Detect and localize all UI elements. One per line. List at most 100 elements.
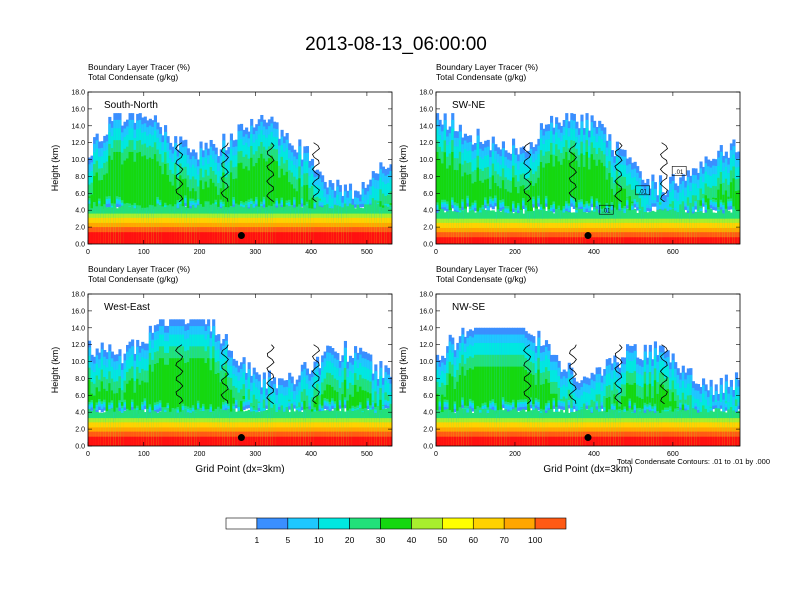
colorbar-label: 70	[499, 535, 509, 545]
colorbar-swatch	[503, 517, 536, 530]
colorbar-label: 60	[469, 535, 479, 545]
x-tick-label: 0	[434, 249, 438, 256]
tracer-field: .01 .01 .01	[436, 92, 740, 244]
panel-title: Boundary Layer Tracer (%)	[436, 264, 538, 274]
condensate-contour	[220, 142, 229, 202]
x-tick-label: 400	[305, 249, 317, 256]
y-tick-label: 4.0	[75, 410, 85, 417]
x-tick-label: 0	[434, 451, 438, 458]
y-tick-label: 6.0	[75, 191, 85, 198]
y-axis-label: Height (km)	[50, 347, 60, 394]
y-tick-label: 8.0	[75, 174, 85, 181]
colorbar-label: 100	[528, 535, 542, 545]
y-tick-label: 10.0	[419, 157, 433, 164]
y-tick-label: 4.0	[423, 410, 433, 417]
x-tick-label: 400	[588, 451, 600, 458]
condensate-contour	[568, 142, 577, 202]
y-tick-label: 18.0	[419, 90, 433, 97]
tracer-field	[88, 92, 392, 244]
y-tick-label: 6.0	[423, 191, 433, 198]
y-tick-label: 14.0	[71, 325, 85, 332]
y-tick-label: 0.0	[75, 444, 85, 451]
y-tick-label: 18.0	[71, 292, 85, 299]
condensate-contour	[523, 142, 532, 203]
y-tick-label: 4.0	[75, 208, 85, 215]
panel-sw-ne: .01 .01 .01 Boundary Layer Tracer (%)Total …	[398, 62, 741, 256]
y-tick-label: 2.0	[423, 427, 433, 434]
x-tick-label: 400	[305, 451, 317, 458]
y-tick-label: 12.0	[71, 140, 85, 147]
contour-label: .01	[602, 209, 611, 215]
x-tick-label: 600	[667, 249, 679, 256]
y-tick-label: 4.0	[423, 208, 433, 215]
y-tick-label: 0.0	[423, 242, 433, 249]
y-tick-label: 16.0	[419, 106, 433, 113]
condensate-contour	[523, 344, 532, 405]
colorbar-swatch	[411, 517, 443, 530]
y-tick-label: 12.0	[419, 342, 433, 349]
colorbar-label: 30	[376, 535, 386, 545]
panel-subtitle: Total Condensate (g/kg)	[88, 274, 178, 284]
colorbar-label: 20	[345, 535, 355, 545]
y-axis-label: Height (km)	[398, 145, 408, 192]
y-tick-label: 14.0	[419, 325, 433, 332]
condensate-contour	[614, 142, 623, 203]
x-axis-label: Grid Point (dx=3km)	[195, 464, 284, 475]
panel-subtitle: Total Condensate (g/kg)	[436, 72, 526, 82]
colorbar-swatch	[287, 517, 320, 530]
panel-nw-se: Boundary Layer Tracer (%)Total Condensat…	[398, 264, 741, 475]
plot-frame	[435, 293, 741, 447]
condensate-contour	[311, 142, 321, 203]
condensate-contour	[220, 344, 229, 404]
condensate-contour	[175, 142, 184, 203]
tracer-field	[88, 294, 392, 446]
colorbar-swatch	[534, 517, 567, 530]
condensate-contour	[175, 344, 184, 405]
tracer-field	[436, 294, 740, 446]
x-tick-label: 200	[194, 249, 206, 256]
y-tick-label: 16.0	[71, 308, 85, 315]
panel-title: Boundary Layer Tracer (%)	[88, 264, 190, 274]
colorbar-swatch	[256, 517, 289, 530]
y-tick-label: 16.0	[419, 308, 433, 315]
contour-label: .01	[639, 189, 648, 195]
colorbar-swatch	[225, 517, 258, 530]
y-tick-label: 12.0	[71, 342, 85, 349]
location-marker	[237, 232, 245, 240]
colorbar-label: 50	[438, 535, 448, 545]
x-tick-label: 100	[138, 451, 150, 458]
condensate-contour	[614, 344, 623, 405]
x-tick-label: 200	[509, 249, 521, 256]
location-marker	[584, 434, 592, 442]
colorbar: 1 5 10 20 30 40 50 60 70 100	[225, 517, 567, 545]
x-tick-label: 200	[194, 451, 206, 458]
y-tick-label: 6.0	[423, 393, 433, 400]
x-tick-label: 500	[361, 451, 373, 458]
condensate-contour	[266, 344, 275, 405]
figure-title: 2013-08-13_06:00:00	[305, 34, 487, 55]
plot-frame	[87, 293, 393, 447]
panel-subtitle: Total Condensate (g/kg)	[88, 72, 178, 82]
plot-frame	[435, 91, 741, 245]
panel-subtitle: Total Condensate (g/kg)	[436, 274, 526, 284]
y-tick-label: 10.0	[419, 359, 433, 366]
panel-label: West-East	[104, 302, 150, 313]
panel-label: South-North	[104, 100, 158, 111]
contour-note: Total Condensate Contours: .01 to .01 by…	[617, 457, 770, 466]
y-axis-label: Height (km)	[398, 347, 408, 394]
y-tick-label: 10.0	[71, 157, 85, 164]
y-tick-label: 2.0	[75, 225, 85, 232]
colorbar-label: 40	[407, 535, 417, 545]
panels-group: Boundary Layer Tracer (%)Total Condensat…	[50, 62, 741, 475]
y-tick-label: 8.0	[75, 376, 85, 383]
y-tick-label: 12.0	[419, 140, 433, 147]
condensate-contour	[568, 344, 577, 404]
y-tick-label: 8.0	[423, 174, 433, 181]
x-tick-label: 300	[249, 451, 261, 458]
condensate-contour	[266, 142, 275, 203]
panel-title: Boundary Layer Tracer (%)	[436, 62, 538, 72]
y-tick-label: 14.0	[419, 123, 433, 130]
x-axis-label: Grid Point (dx=3km)	[543, 464, 632, 475]
y-tick-label: 8.0	[423, 376, 433, 383]
